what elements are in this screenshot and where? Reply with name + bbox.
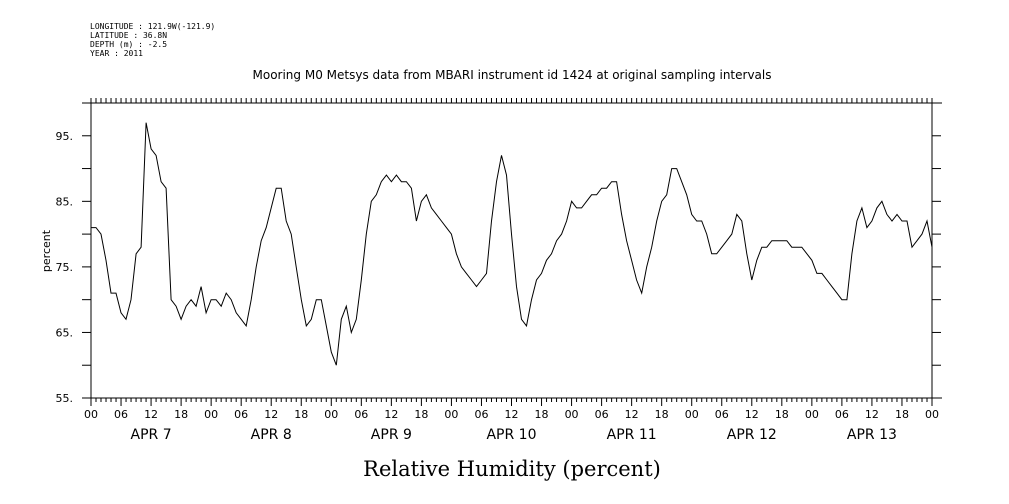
x-hour-label: 00 xyxy=(685,408,699,421)
station-metadata: LONGITUDE : 121.9W(-121.9) LATITUDE : 36… xyxy=(90,22,215,58)
x-hour-label: 18 xyxy=(775,408,789,421)
x-hour-label: 06 xyxy=(715,408,729,421)
x-day-label: APR 12 xyxy=(727,427,777,443)
x-hour-label: 18 xyxy=(414,408,428,421)
y-tick-label: 85. xyxy=(56,195,74,208)
y-tick-label: 75. xyxy=(56,261,74,274)
x-day-label: APR 13 xyxy=(847,427,897,443)
x-hour-label: 12 xyxy=(865,408,879,421)
meta-depth: DEPTH (m) : -2.5 xyxy=(90,40,168,49)
x-hour-label: 00 xyxy=(805,408,819,421)
y-axis-label: percent xyxy=(40,229,53,272)
x-hour-label: 00 xyxy=(925,408,939,421)
x-day-label: APR 8 xyxy=(251,427,292,443)
x-hour-label: 06 xyxy=(835,408,849,421)
y-tick-label: 65. xyxy=(56,326,74,339)
x-day-label: APR 9 xyxy=(371,427,412,443)
x-hour-label: 00 xyxy=(204,408,218,421)
meta-longitude: LONGITUDE : 121.9W(-121.9) xyxy=(90,22,216,31)
axis-tick-labels: 55. 65. 75. 85. 95. 00 06 12 18 00 06 12 18 00 06 12 18 0… xyxy=(56,130,940,443)
y-tick-label: 55. xyxy=(56,392,74,405)
plot-axes xyxy=(82,102,942,399)
x-day-label: APR 7 xyxy=(131,427,172,443)
plot-frame xyxy=(90,102,933,399)
x-day-label: APR 11 xyxy=(607,427,657,443)
x-hour-label: 06 xyxy=(114,408,128,421)
x-hour-label: 12 xyxy=(384,408,398,421)
x-hour-label: 06 xyxy=(474,408,488,421)
x-hour-label: 12 xyxy=(745,408,759,421)
x-hour-label: 18 xyxy=(535,408,549,421)
x-hour-label: 12 xyxy=(264,408,278,421)
x-hour-label: 18 xyxy=(895,408,909,421)
x-hour-label: 00 xyxy=(84,408,98,421)
humidity-series-line xyxy=(91,122,933,366)
x-axis-label: Relative Humidity (percent) xyxy=(363,457,661,481)
chart-title: Mooring M0 Metsys data from MBARI instru… xyxy=(253,68,772,82)
x-hour-label: 12 xyxy=(144,408,158,421)
x-hour-label: 06 xyxy=(354,408,368,421)
x-hour-label: 18 xyxy=(174,408,188,421)
x-hour-label: 18 xyxy=(294,408,308,421)
axis-ticks xyxy=(82,98,941,406)
x-hour-label: 00 xyxy=(324,408,338,421)
y-tick-label: 95. xyxy=(56,130,74,143)
x-hour-label: 12 xyxy=(505,408,519,421)
x-day-label: APR 10 xyxy=(486,427,536,443)
x-hour-label: 18 xyxy=(655,408,669,421)
x-hour-label: 06 xyxy=(234,408,248,421)
x-hour-label: 00 xyxy=(565,408,579,421)
x-hour-label: 12 xyxy=(625,408,639,421)
x-hour-label: 06 xyxy=(595,408,609,421)
meta-year: YEAR : 2011 xyxy=(90,49,143,58)
meta-latitude: LATITUDE : 36.8N xyxy=(90,31,168,40)
x-hour-label: 00 xyxy=(444,408,458,421)
